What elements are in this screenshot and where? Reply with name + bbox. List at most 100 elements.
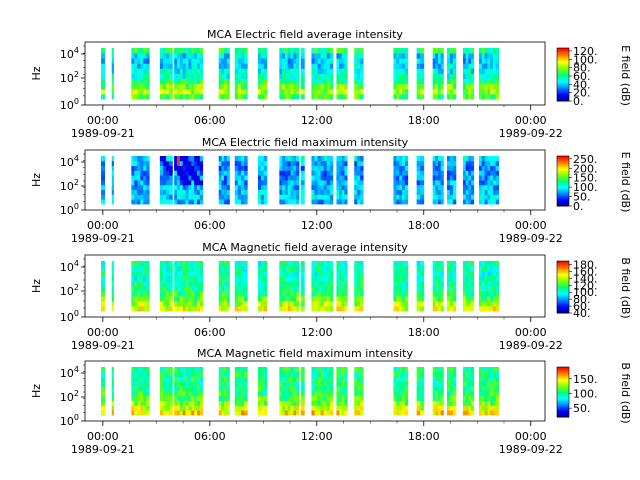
spectrogram-cell: [296, 395, 300, 401]
spectrogram-cell: [287, 386, 291, 392]
spectrogram-cell: [468, 271, 472, 277]
spectrogram-cell: [284, 395, 289, 401]
spectrogram-cell: [185, 291, 189, 297]
spectrogram-cell: [263, 175, 268, 181]
spectrogram-cell: [284, 261, 289, 267]
spectrogram-cell: [484, 73, 488, 79]
spectrogram-cell: [320, 271, 325, 277]
spectrogram-cell: [440, 306, 444, 312]
spectrogram-cell: [296, 175, 300, 181]
spectrogram-cell: [462, 175, 467, 181]
spectrogram-cell: [282, 266, 286, 272]
spectrogram-cell: [329, 410, 334, 416]
spectrogram-cell: [402, 73, 406, 79]
x-tick-label: 18:00: [408, 430, 440, 443]
spectrogram-cell: [404, 180, 409, 186]
spectrogram-cell: [402, 58, 406, 64]
spectrogram-cell: [446, 286, 451, 292]
spectrogram-cell: [169, 165, 173, 171]
spectrogram-cell: [226, 410, 230, 416]
spectrogram-cell: [194, 405, 198, 411]
spectrogram-cell: [481, 381, 486, 387]
spectrogram-cell: [166, 381, 170, 387]
spectrogram-cell: [339, 93, 343, 100]
spectrogram-cell: [449, 301, 454, 307]
spectrogram-cell: [446, 165, 451, 171]
spectrogram-cell: [257, 266, 262, 272]
spectrogram-cell: [449, 53, 454, 59]
spectrogram-cell: [336, 199, 340, 205]
spectrogram-cell: [339, 266, 343, 272]
spectrogram-cell: [416, 261, 421, 267]
spectrogram-cell: [339, 175, 343, 181]
spectrogram-cell: [493, 301, 497, 307]
spectrogram-cell: [481, 180, 486, 186]
spectrogram-cell: [404, 78, 409, 85]
spectrogram-cell: [282, 276, 286, 282]
spectrogram-cell: [284, 276, 289, 282]
spectrogram-cell: [323, 306, 328, 312]
spectrogram-cell: [487, 391, 491, 397]
spectrogram-cell: [336, 291, 340, 297]
spectrogram-cell: [326, 165, 331, 171]
spectrogram-cell: [179, 184, 184, 190]
spectrogram-cell: [241, 170, 245, 176]
spectrogram-cell: [481, 371, 486, 377]
spectrogram-cell: [487, 63, 491, 69]
spectrogram-cell: [465, 266, 469, 272]
spectrogram-cell: [471, 83, 475, 90]
spectrogram-cell: [279, 83, 283, 90]
spectrogram-cell: [241, 189, 245, 195]
spectrogram-cell: [174, 189, 178, 195]
spectrogram-cell: [449, 73, 454, 79]
spectrogram-cell: [490, 281, 494, 287]
spectrogram-cell: [440, 271, 444, 277]
spectrogram-cell: [218, 93, 222, 100]
spectrogram-cell: [169, 68, 173, 74]
spectrogram-cell: [293, 296, 297, 302]
spectrogram-cell: [169, 180, 173, 186]
spectrogram-cell: [320, 175, 325, 181]
spectrogram-cell: [402, 266, 406, 272]
spectrogram-cell: [241, 376, 245, 382]
spectrogram-cell: [317, 175, 322, 181]
spectrogram-cell: [396, 88, 400, 95]
spectrogram-cell: [311, 271, 315, 277]
spectrogram-cell: [137, 165, 141, 171]
spectrogram-cell: [471, 194, 475, 200]
spectrogram-cell: [179, 376, 184, 382]
spectrogram-cell: [490, 180, 494, 186]
spectrogram-cell: [438, 271, 442, 277]
spectrogram-cell: [317, 199, 322, 205]
spectrogram-cell: [293, 306, 297, 312]
axes-frame: [84, 149, 546, 211]
spectrogram-cell: [169, 63, 173, 69]
spectrogram-cell: [194, 301, 198, 307]
spectrogram-cell: [159, 391, 164, 397]
spectrogram-cell: [438, 266, 442, 272]
spectrogram-cell: [287, 410, 291, 416]
spectrogram-cell: [284, 291, 289, 297]
spectrogram-cell: [326, 286, 331, 292]
spectrogram-cell: [169, 376, 173, 382]
spectrogram-cell: [169, 93, 173, 100]
spectrogram-cell: [296, 371, 300, 377]
spectrogram-cell: [341, 376, 345, 382]
spectrogram-cell: [137, 271, 141, 277]
spectrogram-cell: [446, 58, 451, 64]
spectrogram-cell: [329, 53, 334, 59]
spectrogram-cell: [221, 410, 225, 416]
x-tick-label: 18:00: [408, 219, 440, 232]
spectrogram-cell: [487, 376, 491, 382]
spectrogram-cell: [393, 88, 397, 95]
spectrogram-cell: [241, 296, 245, 302]
spectrogram-cell: [137, 391, 141, 397]
spectrogram-cell: [471, 180, 475, 186]
spectrogram-cell: [326, 296, 331, 302]
spectrogram-cell: [296, 83, 300, 90]
spectrogram-cell: [257, 175, 262, 181]
spectrogram-cell: [438, 156, 442, 162]
spectrogram-cell: [402, 165, 406, 171]
spectrogram-cell: [341, 53, 345, 59]
spectrogram-cell: [257, 286, 262, 292]
